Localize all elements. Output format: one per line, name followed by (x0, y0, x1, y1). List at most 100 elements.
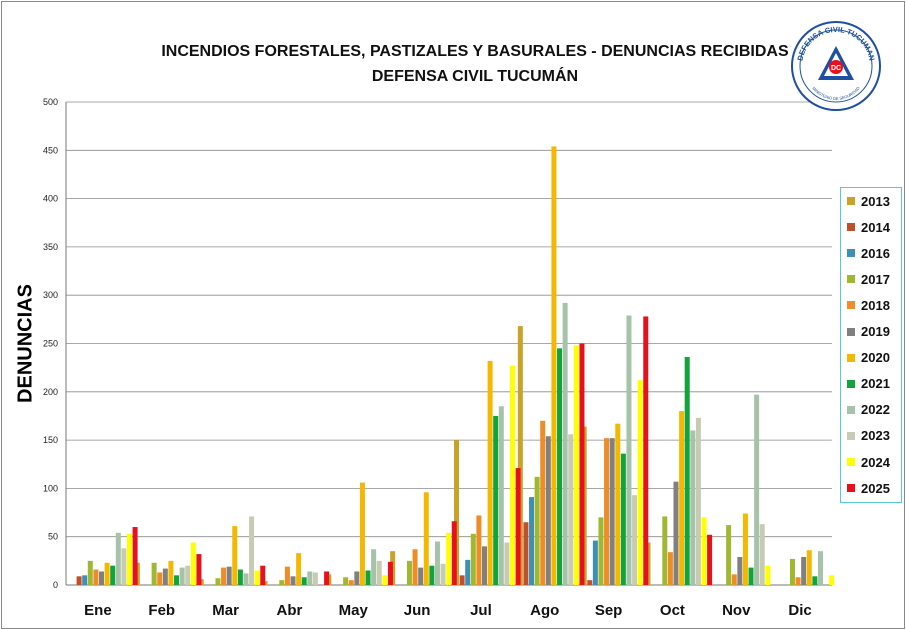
bar-2019-Abr (290, 576, 296, 585)
chart-title-line2: DEFENSA CIVIL TUCUMÁN (371, 68, 579, 85)
bar-2017-Feb (151, 562, 157, 585)
bar-2020-Sep (615, 423, 621, 585)
legend-swatch (847, 353, 855, 362)
y-tick-label: 450 (43, 145, 58, 155)
bar-2019-Ago (545, 436, 551, 585)
bar-2021-May (365, 570, 371, 585)
legend-item: 2016 (847, 244, 890, 262)
bar-2025-Sep (643, 316, 649, 585)
bar-2022-Feb (179, 567, 185, 585)
bar-2024-Ago (573, 345, 579, 585)
bar-2019-Mar (226, 566, 232, 585)
x-tick-label: May (339, 602, 369, 619)
bar-2018-Jun (412, 549, 418, 585)
bar-2014-Sep (587, 580, 593, 585)
y-tick-label: 150 (43, 435, 58, 445)
bar-2018-Ene (93, 569, 99, 585)
legend-label: 2021 (861, 376, 890, 392)
legend-swatch (847, 405, 855, 414)
bar-2021-Mar (237, 569, 243, 585)
defensa-civil-logo: DEFENSA CIVIL TUCUMAN MINISTERIO DE SEGU… (791, 21, 881, 111)
legend-label: 2023 (861, 428, 890, 444)
bar-2022-Dic (817, 551, 823, 585)
bar-2023-Abr (312, 572, 318, 585)
bar-2023-Sep (632, 495, 638, 585)
legend-swatch (847, 327, 855, 336)
y-tick-label: 50 (48, 532, 58, 542)
legend-swatch (847, 484, 855, 493)
legend-swatch (847, 431, 855, 440)
bar-2018-Feb (157, 572, 163, 585)
bar-2021-Oct (684, 357, 690, 585)
bar-2018-Sep (604, 438, 610, 585)
bar-2020-Dic (806, 550, 812, 585)
legend-label: 2014 (861, 219, 890, 235)
legend-swatch (847, 275, 855, 284)
bar-2023-May (376, 560, 382, 585)
bar-2017-Mar (215, 578, 221, 585)
bar-2018-Abr (284, 566, 290, 585)
bar-2020-Ene (104, 562, 110, 585)
bar-2018-Jul (476, 515, 482, 585)
bar-2017-Nov (726, 525, 732, 585)
x-tick-label: Ene (84, 602, 112, 619)
bar-2020-May (359, 482, 365, 585)
bar-2022-Ago (562, 302, 568, 585)
bar-2018-May (348, 580, 354, 585)
bar-2016-Sep (592, 540, 598, 585)
bar-2023-Mar (249, 516, 255, 585)
bar-2018-Dic (795, 577, 801, 585)
bar-2017-Sep (598, 517, 604, 585)
legend-item: 2020 (847, 349, 890, 367)
bar-2019-Nov (737, 556, 743, 585)
chart-title-line1: INCENDIOS FORESTALES, PASTIZALES Y BASUR… (161, 43, 789, 60)
bar-2020-Abr (296, 553, 302, 585)
bar-2024-Jul (510, 365, 515, 585)
bar-2017-Oct (662, 516, 668, 585)
bar-2017-May (343, 577, 349, 585)
bar-2023-Ene (121, 548, 127, 585)
bar-2024-Dic (829, 575, 835, 585)
y-tick-label: 300 (43, 290, 58, 300)
bar-2021-Dic (812, 576, 818, 585)
x-tick-label: Dic (788, 602, 811, 619)
bar-2025-Jun (451, 521, 457, 585)
legend-item: 2018 (847, 296, 890, 314)
legend-label: 2020 (861, 350, 890, 366)
bar-2021-Feb (174, 575, 180, 585)
bar-2019-Oct (673, 481, 679, 585)
x-tick-label: Sep (595, 602, 623, 619)
bar-2019-Sep (609, 438, 615, 585)
bar-2018-Mar (221, 567, 227, 585)
y-tick-label: 350 (43, 242, 58, 252)
bar-2020-Jul (487, 360, 493, 585)
y-tick-label: 500 (43, 97, 58, 107)
bar-2022-Nov (754, 394, 760, 585)
legend-swatch (847, 379, 855, 388)
legend-label: 2024 (861, 454, 890, 470)
bar-2022-Ene (115, 532, 121, 585)
bar-2025-Ago (579, 343, 585, 585)
legend-item: 2019 (847, 323, 890, 341)
x-tick-label: Jun (404, 602, 431, 619)
bar-2018-Oct (667, 552, 673, 585)
legend-swatch (847, 301, 855, 310)
legend-item: 2023 (847, 427, 890, 445)
bar-2023-Ago (568, 434, 574, 585)
bar-2018-Nov (731, 574, 737, 585)
bar-2014-Ene (76, 576, 82, 585)
bar-2020-Ago (551, 146, 557, 585)
bar-2019-Dic (801, 556, 807, 585)
bar-2019-Ene (99, 571, 104, 585)
bar-2023-Feb (185, 565, 191, 585)
bar-2013-Ago (517, 326, 523, 585)
legend-swatch (847, 249, 855, 258)
y-tick-label: 250 (43, 339, 58, 349)
legend-label: 2025 (861, 480, 890, 496)
bar-2022-Abr (307, 571, 313, 585)
bar-2022-May (371, 549, 377, 585)
legend-item: 2017 (847, 270, 890, 288)
bar-2024-Nov (765, 565, 771, 585)
bar-2025-Abr (324, 571, 330, 585)
